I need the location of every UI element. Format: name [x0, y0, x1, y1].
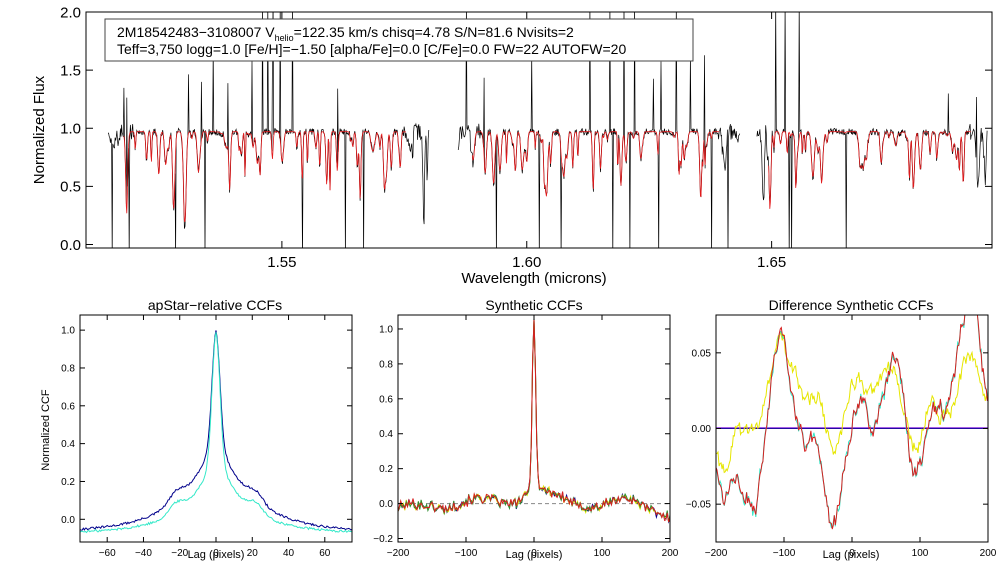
y-tick-label: −0.2	[373, 534, 393, 545]
y-tick-label: 0.0	[379, 499, 393, 510]
y-tick-label: 1.0	[60, 121, 81, 138]
x-tick-label: −100	[455, 548, 478, 559]
x-tick-label: 1.60	[512, 254, 541, 271]
synthetic-ccf-panel: Synthetic CCFs −200 −100 0 100 200 −0.2 0.0 0.2…	[373, 297, 679, 561]
annotation-line-1: 2M18542483−3108007 Vhelio=122.35 km/s ch…	[117, 24, 574, 43]
x-tick-label: 20	[247, 548, 259, 559]
x-tick-label: −200	[705, 548, 728, 559]
spectrum-ticks: 1.55 1.60 1.65 0.0 0.5 1.0 1.5 2.0	[60, 4, 992, 271]
spectrum-x-label: Wavelength (microns)	[461, 270, 606, 287]
ccf1-series-cyan	[80, 332, 352, 534]
y-tick-label: 0.4	[61, 439, 75, 450]
annotation-line-2: Teff=3,750 logg=1.0 [Fe/H]=−1.50 [alpha/…	[117, 41, 626, 57]
y-tick-label: 0.2	[61, 477, 75, 488]
x-tick-label: 100	[594, 548, 611, 559]
x-tick-label: 1.55	[267, 254, 296, 271]
y-tick-label: 0.4	[379, 429, 393, 440]
y-tick-label: 0.00	[692, 424, 712, 435]
ccf2-x-label: Lag (pixels)	[506, 549, 563, 561]
ccf2-series-green	[398, 319, 670, 523]
x-tick-label: 40	[283, 548, 295, 559]
x-tick-label: 1.65	[757, 254, 786, 271]
ccf1-plot-area	[80, 330, 352, 534]
observed-spectrum-chip-3	[756, 12, 988, 248]
y-tick-label: −0.05	[686, 500, 712, 511]
spectrum-axes-frame	[85, 11, 993, 249]
ccf1-y-label: Normalized CCF	[40, 389, 52, 471]
x-tick-label: −60	[99, 548, 116, 559]
ccf2-series-red	[398, 319, 670, 523]
y-tick-label: 0.05	[692, 348, 712, 359]
y-tick-label: 0.6	[61, 401, 75, 412]
ccf1-x-label: Lag (pixels)	[188, 549, 245, 561]
ccf1-title: apStar−relative CCFs	[148, 297, 282, 313]
spectrum-y-label: Normalized Flux	[31, 75, 48, 184]
y-tick-label: 1.0	[61, 326, 75, 337]
ccf2-ticks: −200 −100 0 100 200 −0.2 0.0 0.2 0.4 0.6 0.8 1.0	[373, 315, 679, 559]
y-tick-label: 0.8	[379, 359, 393, 370]
ccf1-ticks: −60 −40 −20 0 20 40 60 0.0 0.2 0.4 0.6 0.8 1.0	[61, 315, 352, 559]
ccf2-series-yellow	[398, 318, 670, 523]
model-spectrum-group	[123, 131, 971, 222]
ccf2-series-navy	[398, 318, 670, 524]
y-tick-label: 0.0	[60, 237, 81, 254]
model-spectrum-chip-1	[123, 131, 406, 222]
x-tick-label: 200	[662, 548, 679, 559]
ccf3-series-red	[716, 315, 988, 530]
x-tick-label: 0	[213, 548, 219, 559]
model-spectrum-chip-3	[768, 131, 971, 209]
difference-ccf-panel: Difference Synthetic CCFs −200 −100 0 100 20…	[686, 297, 997, 561]
ccf3-ticks: −200 −100 0 100 200 −0.05 0.00 0.05	[686, 315, 997, 559]
ccf3-title: Difference Synthetic CCFs	[769, 297, 934, 313]
y-tick-label: 0.2	[379, 464, 393, 475]
y-tick-label: 2.0	[60, 4, 81, 21]
x-tick-label: −100	[773, 548, 796, 559]
y-tick-label: 0.5	[60, 179, 81, 196]
y-tick-label: 0.0	[61, 515, 75, 526]
x-tick-label: 100	[912, 548, 929, 559]
ccf3-plot-area	[716, 315, 988, 530]
x-tick-label: −40	[135, 548, 152, 559]
x-tick-label: −20	[171, 548, 188, 559]
spectrum-plot-area	[108, 12, 988, 248]
ccf2-title: Synthetic CCFs	[485, 297, 582, 313]
spectrum-panel: 1.55 1.60 1.65 0.0 0.5 1.0 1.5 2.0 2M18542483−3…	[31, 4, 993, 287]
ccf3-x-label: Lag (pixels)	[823, 549, 880, 561]
ccf2-plot-area	[398, 318, 670, 524]
ccf1-axes-frame	[79, 314, 353, 543]
x-tick-label: 0	[849, 548, 855, 559]
x-tick-label: 60	[319, 548, 331, 559]
ccf1-series-navy	[80, 330, 352, 531]
y-tick-label: 0.8	[61, 363, 75, 374]
x-tick-label: −200	[387, 548, 410, 559]
y-tick-label: 1.0	[379, 324, 393, 335]
y-tick-label: 1.5	[60, 62, 81, 79]
model-spectrum-chip-2	[471, 131, 720, 198]
y-tick-label: 0.6	[379, 394, 393, 405]
x-tick-label: 0	[531, 548, 537, 559]
x-tick-label: 200	[980, 548, 997, 559]
apstar-ccf-panel: apStar−relative CCFs −60 −40 −20 0 20 40 60 0.0…	[40, 297, 353, 561]
annotation-box	[104, 18, 694, 62]
